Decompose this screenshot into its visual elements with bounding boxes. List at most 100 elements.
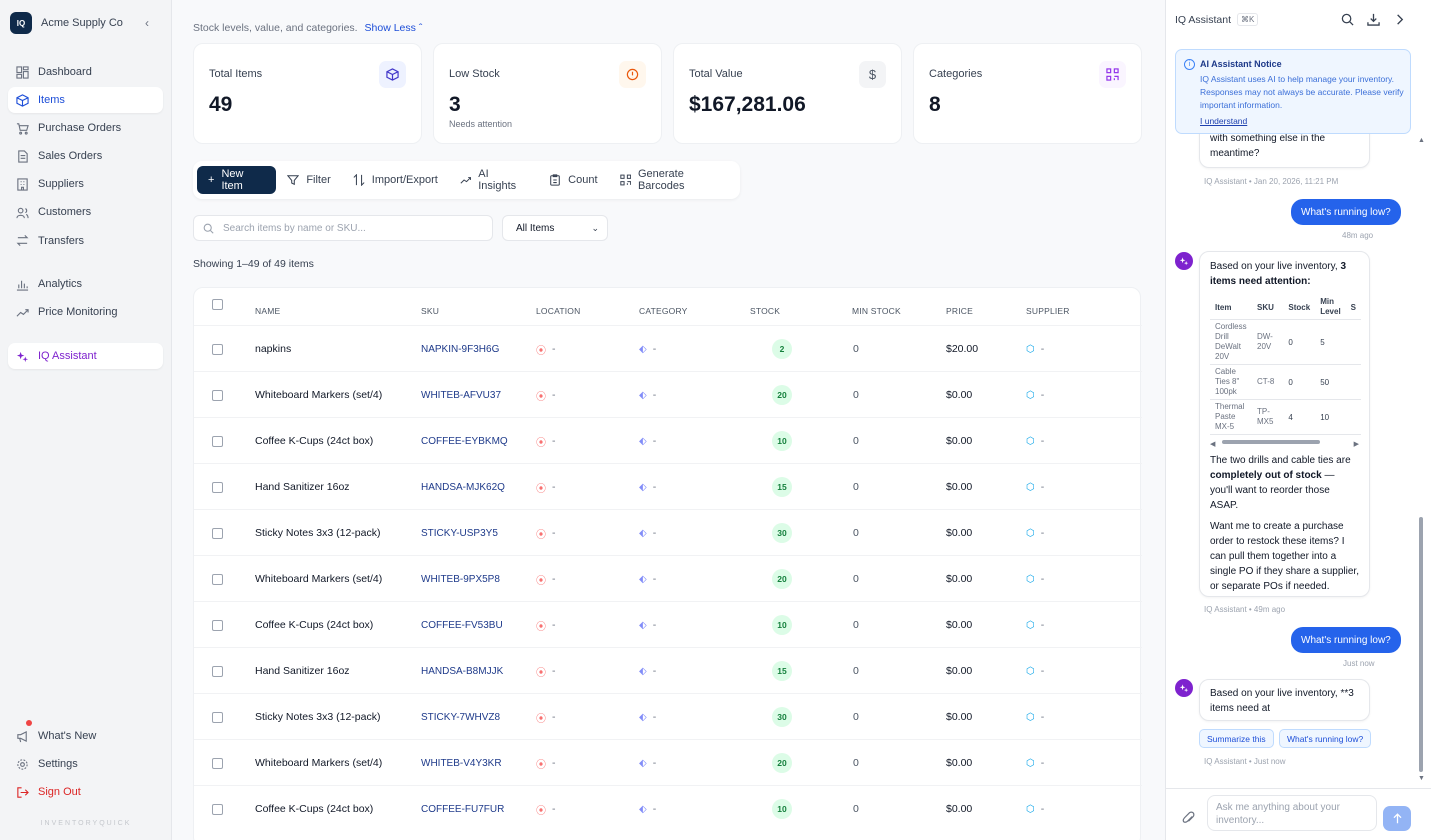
item-sku[interactable]: STICKY-USP3Y5 xyxy=(421,527,498,539)
suggestion-chip-summarize[interactable]: Summarize this xyxy=(1199,729,1274,748)
column-header[interactable]: LOCATION xyxy=(536,306,581,316)
gear-icon xyxy=(16,758,29,771)
scroll-thumb[interactable] xyxy=(1222,440,1320,444)
workspace-name: Acme Supply Co xyxy=(41,17,123,29)
item-sku[interactable]: WHITEB-AFVU37 xyxy=(421,389,502,401)
column-header[interactable]: NAME xyxy=(255,306,281,316)
nav-label: Dashboard xyxy=(38,66,92,78)
workspace-switcher[interactable]: IQ Acme Supply Co xyxy=(10,12,123,34)
item-sku[interactable]: HANDSA-MJK62Q xyxy=(421,481,505,493)
chat-input[interactable]: Ask me anything about your inventory... xyxy=(1207,795,1377,831)
scroll-right-icon[interactable]: ▶ xyxy=(1353,441,1359,448)
item-sku[interactable]: WHITEB-9PX5P8 xyxy=(421,573,500,585)
item-name[interactable]: Hand Sanitizer 16oz xyxy=(255,665,350,677)
select-all-checkbox[interactable] xyxy=(212,299,223,310)
item-name[interactable]: Sticky Notes 3x3 (12-pack) xyxy=(255,527,381,539)
row-checkbox[interactable] xyxy=(212,786,223,832)
scroll-down-icon[interactable]: ▼ xyxy=(1418,775,1425,782)
nav-item-purchase-orders[interactable]: Purchase Orders xyxy=(8,115,163,141)
i-understand-link[interactable]: I understand xyxy=(1200,116,1248,126)
nav-item-settings[interactable]: Settings xyxy=(8,751,163,777)
table-row[interactable]: Sticky Notes 3x3 (12-pack) STICKY-USP3Y5 ⦿… xyxy=(194,509,1142,555)
table-row[interactable]: Coffee K-Cups (24ct box) COFFEE-EYBKMQ ⦿ - ⬖… xyxy=(194,417,1142,463)
row-checkbox[interactable] xyxy=(212,694,223,740)
ai-insights-button[interactable]: AI Insights xyxy=(449,166,538,194)
scroll-thumb[interactable] xyxy=(1419,517,1423,772)
nav-item-whats-new[interactable]: What's New xyxy=(8,720,163,749)
table-row[interactable]: Hand Sanitizer 16oz HANDSA-B8MJJK ⦿ - ⬖ -15 0 $… xyxy=(194,647,1142,693)
table-row[interactable]: Whiteboard Markers (set/4) WHITEB-V4Y3KR ⦿… xyxy=(194,739,1142,785)
table-row[interactable]: Hand Sanitizer 16oz HANDSA-MJK62Q ⦿ - ⬖ -15 0 $… xyxy=(194,463,1142,509)
nav-item-items[interactable]: Items xyxy=(8,87,163,114)
row-checkbox[interactable] xyxy=(212,602,223,648)
search-icon[interactable] xyxy=(1341,13,1354,26)
chat-scrollbar[interactable]: ▲ ▼ xyxy=(1418,137,1425,782)
item-sku[interactable]: COFFEE-FV53BU xyxy=(421,619,503,631)
item-sku[interactable]: COFFEE-FU7FUR xyxy=(421,803,505,815)
item-sku[interactable]: COFFEE-EYBKMQ xyxy=(421,435,508,447)
nav-item-sign-out[interactable]: Sign Out xyxy=(8,779,163,805)
download-icon[interactable] xyxy=(1367,13,1380,26)
nav-item-transfers[interactable]: Transfers xyxy=(8,228,163,254)
table-scrollbar[interactable]: ◀ ▶ xyxy=(1210,437,1359,448)
row-checkbox[interactable] xyxy=(212,464,223,510)
send-button[interactable] xyxy=(1383,806,1411,831)
column-header[interactable]: MIN STOCK xyxy=(852,306,901,316)
item-price: $0.00 xyxy=(946,803,973,815)
row-checkbox[interactable] xyxy=(212,418,223,464)
nav-item-iq-assistant[interactable]: IQ Assistant xyxy=(8,343,163,369)
nav-item-customers[interactable]: Customers xyxy=(8,199,163,225)
item-name[interactable]: Coffee K-Cups (24ct box) xyxy=(255,619,374,631)
count-button[interactable]: Count xyxy=(538,166,608,194)
table-row[interactable]: Sticky Notes 3x3 (12-pack) STICKY-7WHVZ8 ⦿… xyxy=(194,693,1142,739)
item-name[interactable]: napkins xyxy=(255,343,292,355)
column-header[interactable]: CATEGORY xyxy=(639,306,688,316)
column-header[interactable]: STOCK xyxy=(750,306,781,316)
nav-item-price-monitoring[interactable]: Price Monitoring xyxy=(8,299,163,325)
generate-barcodes-button[interactable]: Generate Barcodes xyxy=(609,166,740,194)
item-sku[interactable]: WHITEB-V4Y3KR xyxy=(421,757,502,769)
item-sku[interactable]: NAPKIN-9F3H6G xyxy=(421,343,500,355)
mini-td: 50 xyxy=(1315,364,1346,400)
collapse-sidebar-icon[interactable]: ‹ xyxy=(145,16,149,30)
item-name[interactable]: Coffee K-Cups (24ct box) xyxy=(255,803,374,815)
column-header[interactable]: PRICE xyxy=(946,306,973,316)
items-filter-select[interactable]: All Items ⌄ xyxy=(502,215,608,241)
table-row[interactable]: Coffee K-Cups (24ct box) COFFEE-FV53BU ⦿ - ⬖… xyxy=(194,601,1142,647)
item-sku[interactable]: STICKY-7WHVZ8 xyxy=(421,711,501,723)
new-item-button[interactable]: + New Item xyxy=(197,166,277,194)
show-less-toggle[interactable]: Show Less ˆ xyxy=(365,22,423,34)
table-row[interactable]: napkins NAPKIN-9F3H6G ⦿ - ⬖ -2 0 $20.00 ⬡ - xyxy=(194,325,1142,371)
item-name[interactable]: Whiteboard Markers (set/4) xyxy=(255,389,383,401)
column-header[interactable]: SKU xyxy=(421,306,440,316)
suggestion-chip-running-low[interactable]: What's running low? xyxy=(1279,729,1372,748)
table-row[interactable]: Whiteboard Markers (set/4) WHITEB-9PX5P8 ⦿… xyxy=(194,555,1142,601)
row-checkbox[interactable] xyxy=(212,648,223,694)
item-name[interactable]: Whiteboard Markers (set/4) xyxy=(255,573,383,585)
column-header[interactable]: SUPPLIER xyxy=(1026,306,1070,316)
row-checkbox[interactable] xyxy=(212,556,223,602)
table-row[interactable]: Coffee K-Cups (24ct box) COFFEE-FU7FUR ⦿ - ⬖… xyxy=(194,785,1142,831)
nav-item-sales-orders[interactable]: Sales Orders xyxy=(8,143,163,169)
row-checkbox[interactable] xyxy=(212,372,223,418)
scroll-left-icon[interactable]: ◀ xyxy=(1210,441,1216,448)
nav-item-suppliers[interactable]: Suppliers xyxy=(8,171,163,197)
item-name[interactable]: Sticky Notes 3x3 (12-pack) xyxy=(255,711,381,723)
item-sku[interactable]: HANDSA-B8MJJK xyxy=(421,665,504,677)
import-export-button[interactable]: Import/Export xyxy=(342,166,449,194)
chevron-right-icon[interactable] xyxy=(1393,13,1406,26)
item-name[interactable]: Coffee K-Cups (24ct box) xyxy=(255,435,374,447)
scroll-up-icon[interactable]: ▲ xyxy=(1418,137,1425,144)
nav-item-analytics[interactable]: Analytics xyxy=(8,271,163,297)
item-stock: 20 xyxy=(772,372,792,418)
row-checkbox[interactable] xyxy=(212,326,223,372)
row-checkbox[interactable] xyxy=(212,510,223,556)
item-name[interactable]: Hand Sanitizer 16oz xyxy=(255,481,350,493)
nav-item-dashboard[interactable]: Dashboard xyxy=(8,59,163,85)
item-name[interactable]: Whiteboard Markers (set/4) xyxy=(255,757,383,769)
paperclip-icon[interactable] xyxy=(1182,811,1195,824)
filter-button[interactable]: Filter xyxy=(276,166,341,194)
item-search-input[interactable]: Search items by name or SKU... xyxy=(193,215,493,241)
table-row[interactable]: Whiteboard Markers (set/4) WHITEB-AFVU37 ⦿… xyxy=(194,371,1142,417)
row-checkbox[interactable] xyxy=(212,740,223,786)
